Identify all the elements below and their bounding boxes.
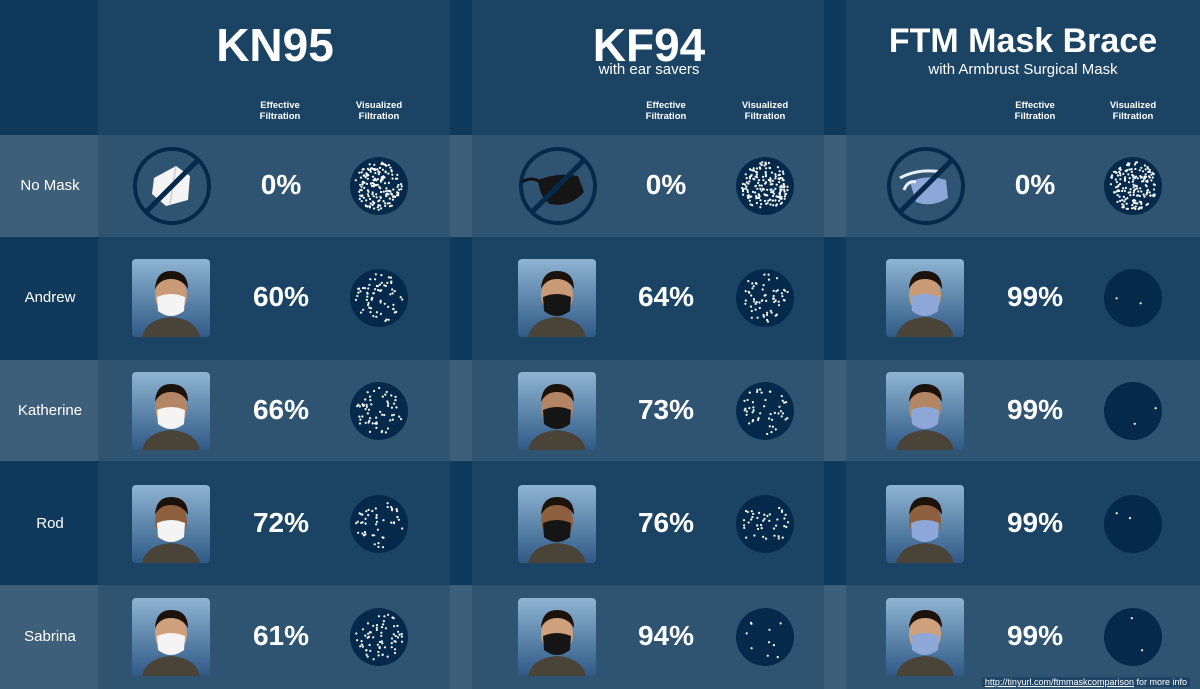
panel-title-kf94: KF94 — [592, 19, 706, 71]
visualized-filtration-0-1 — [350, 269, 408, 327]
photo-katherine-kf94 — [518, 372, 596, 450]
row-label-andrew: Andrew — [24, 289, 76, 306]
effective-filtration-value: 99% — [1006, 394, 1064, 425]
visualized-filtration-2-2 — [1104, 382, 1162, 440]
photo-rod-kf94 — [518, 485, 596, 563]
row-label-rod: Rod — [36, 515, 64, 532]
visualized-filtration-0-4 — [350, 608, 408, 666]
surgical-mask-brace-icon — [887, 147, 965, 225]
panel-subtitle-ftm: with Armbrust Surgical Mask — [928, 61, 1118, 78]
visualized-filtration-0-0 — [350, 157, 408, 215]
photo-andrew-kf94 — [518, 259, 596, 337]
colhead-visualized-kf94: Visualized Filtration — [741, 100, 789, 122]
visualized-filtration-2-1 — [1104, 269, 1162, 327]
colhead-visualized-kn95: Visualized Filtration — [355, 100, 403, 122]
row-label-sabrina: Sabrina — [24, 628, 76, 645]
effective-filtration-value: 0% — [260, 169, 302, 200]
row-label-katherine: Katherine — [17, 402, 83, 419]
photo-andrew-kn95 — [132, 259, 210, 337]
visualized-filtration-2-0 — [1104, 157, 1162, 215]
visualized-filtration-1-4 — [736, 608, 794, 666]
colhead-effective-kf94: Effective Filtration — [645, 100, 687, 122]
effective-filtration-value: 73% — [637, 394, 695, 425]
visualized-filtration-2-3 — [1104, 495, 1162, 553]
visualized-filtration-1-0 — [736, 157, 794, 215]
effective-filtration-value: 60% — [252, 281, 310, 312]
visualized-filtration-0-3 — [350, 495, 408, 553]
photo-katherine-ftm-mask-brace — [886, 372, 964, 450]
effective-filtration-value: 99% — [1006, 281, 1064, 312]
effective-filtration-value: 61% — [252, 620, 310, 651]
photo-rod-ftm-mask-brace — [886, 485, 964, 563]
photo-sabrina-kn95 — [132, 598, 210, 676]
footer-link[interactable]: http://tinyurl.com/ftmmaskcomparison — [984, 677, 1134, 687]
effective-filtration-value: 0% — [645, 169, 687, 200]
effective-filtration-value: 0% — [1014, 169, 1056, 200]
photo-rod-kn95 — [132, 485, 210, 563]
effective-filtration-value: 99% — [1006, 507, 1064, 538]
kn95-mask-icon — [133, 147, 211, 225]
panel-title-ftm: FTM Mask Brace — [888, 22, 1158, 60]
effective-filtration-value: 64% — [637, 281, 695, 312]
row-label-no-mask: No Mask — [20, 177, 80, 194]
visualized-filtration-1-3 — [736, 495, 794, 553]
effective-filtration-value: 76% — [637, 507, 695, 538]
colhead-effective-kn95: Effective Filtration — [259, 100, 301, 122]
footer-text: for more info — [1133, 677, 1187, 687]
photo-andrew-ftm-mask-brace — [886, 259, 964, 337]
visualized-filtration-2-4 — [1104, 608, 1162, 666]
footer-note: http://tinyurl.com/ftmmaskcomparison for… — [981, 677, 1190, 687]
panel-title-kn95: KN95 — [216, 19, 334, 71]
photo-sabrina-ftm-mask-brace — [886, 598, 964, 676]
visualized-filtration-0-2 — [350, 382, 408, 440]
effective-filtration-value: 66% — [252, 394, 310, 425]
visualized-filtration-1-1 — [736, 269, 794, 327]
effective-filtration-value: 94% — [637, 620, 695, 651]
photo-katherine-kn95 — [132, 372, 210, 450]
photo-sabrina-kf94 — [518, 598, 596, 676]
effective-filtration-value: 99% — [1006, 620, 1064, 651]
kf94-mask-icon — [519, 147, 597, 225]
visualized-filtration-1-2 — [736, 382, 794, 440]
colhead-visualized-ftm: Visualized Filtration — [1109, 100, 1157, 122]
effective-filtration-value: 72% — [252, 507, 310, 538]
colhead-effective-ftm: Effective Filtration — [1014, 100, 1056, 122]
panel-subtitle-kf94: with ear savers — [598, 61, 700, 78]
